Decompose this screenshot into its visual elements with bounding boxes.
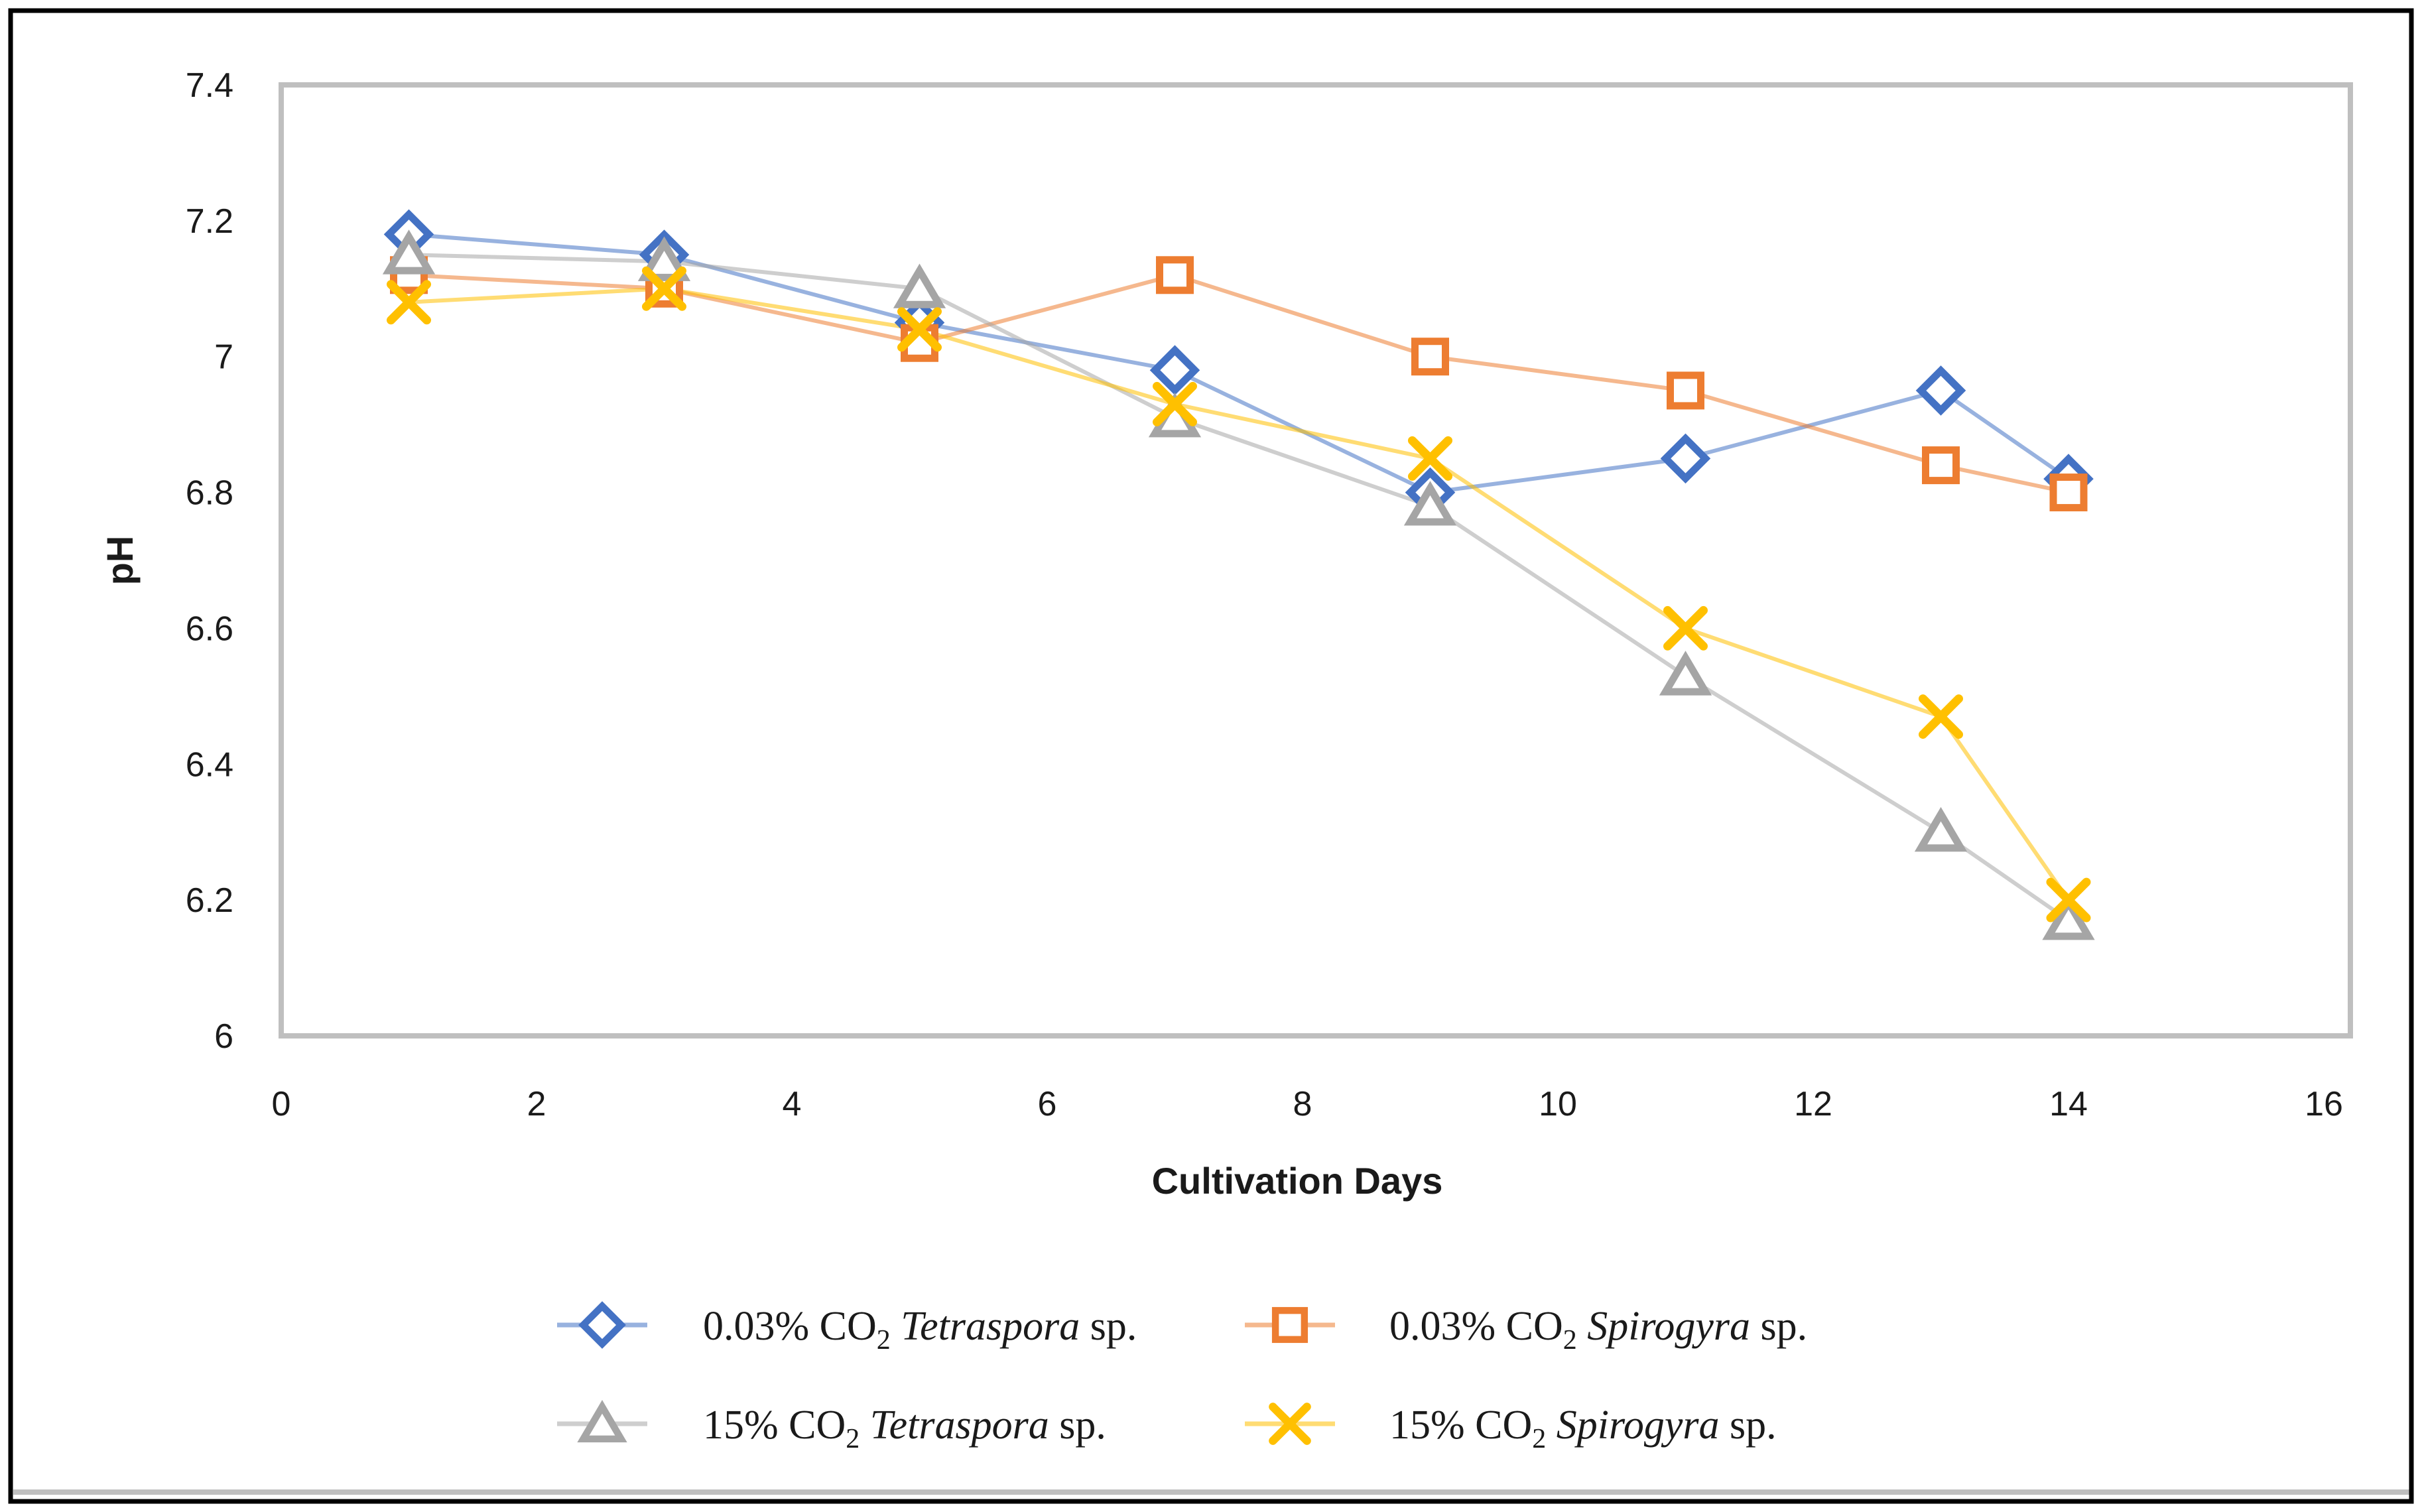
marker-triangle-day-14: [2042, 895, 2095, 940]
y-axis-title: pH: [99, 536, 141, 586]
series-line-triangle: [409, 253, 2070, 922]
marker-square-day-7: [1156, 256, 1194, 294]
x-tick-label-4: 4: [783, 1085, 802, 1123]
marker-diamond-day-13: [1915, 365, 1966, 416]
marker-triangle-day-5: [893, 263, 946, 308]
marker-x-day-9: [1408, 436, 1452, 481]
y-tick-label-6.8: 6.8: [186, 474, 233, 513]
marker-x-day-11: [1663, 605, 1708, 651]
chart-area-bottom-edge: [13, 1489, 2410, 1495]
marker-triangle-day-3: [637, 236, 691, 281]
marker-x-day-3: [642, 266, 686, 311]
y-tick-label-6.6: 6.6: [186, 609, 233, 648]
marker-square-day-11: [1667, 371, 1704, 410]
x-tick-label-6: 6: [1038, 1085, 1057, 1123]
marker-x-day-5: [897, 307, 942, 352]
legend-label: 15% CO2 Spirogyra sp.: [1389, 1403, 1777, 1454]
marker-x-day-13: [1919, 694, 1963, 739]
x-tick-label-8: 8: [1293, 1085, 1312, 1123]
y-tick-label-7: 7: [214, 338, 233, 377]
x-tick-label-14: 14: [2049, 1085, 2088, 1123]
y-tick-label-6.2: 6.2: [186, 881, 233, 920]
y-tick-label-6: 6: [214, 1017, 233, 1056]
x-tick-label-0: 0: [272, 1085, 291, 1123]
x-tick-label-10: 10: [1539, 1085, 1577, 1123]
legend-marker-square: [1271, 1306, 1308, 1344]
marker-triangle-day-9: [1403, 481, 1457, 526]
marker-x-day-1: [387, 280, 431, 325]
series-lines: [409, 232, 2071, 922]
y-tick-label-7.2: 7.2: [186, 202, 233, 241]
marker-x-day-7: [1153, 381, 1197, 426]
legend: 0.03% CO2 Tetraspora sp. 0.03% CO2 Spirog…: [557, 1301, 1807, 1454]
plot-area-border: [279, 82, 2353, 1039]
y-tick-labels: 7.4 7.2 7 6.8 6.6 6.4 6.2 6: [186, 66, 233, 1056]
x-tick-label-12: 12: [1794, 1085, 1832, 1123]
x-tick-label-16: 16: [2305, 1085, 2343, 1123]
series-line-square: [409, 273, 2069, 495]
marker-diamond-day-11: [1660, 433, 1711, 484]
marker-triangle-day-13: [1914, 806, 1968, 852]
marker-triangle-day-11: [1659, 651, 1712, 696]
x-tick-labels: 0 2 4 6 8 10 12 14 16: [272, 1085, 2343, 1123]
legend-label: 15% CO2 Tetraspora sp.: [703, 1403, 1106, 1454]
marker-square-day-13: [1922, 446, 1960, 485]
legend-label: 0.03% CO2 Tetraspora sp.: [703, 1304, 1137, 1355]
legend-marker-x: [1269, 1403, 1311, 1445]
x-axis-title: Cultivation Days: [1152, 1160, 1443, 1202]
y-tick-label-7.4: 7.4: [186, 66, 233, 105]
series-line-x: [409, 286, 2071, 901]
marker-square-day-14: [2049, 473, 2088, 512]
legend-marker-triangle: [577, 1400, 627, 1443]
y-tick-label-6.4: 6.4: [186, 745, 233, 784]
marker-diamond-day-7: [1149, 345, 1200, 395]
x-tick-label-2: 2: [527, 1085, 546, 1123]
series-markers: [382, 209, 2095, 940]
marker-square-day-9: [1411, 338, 1449, 376]
marker-triangle-day-1: [382, 229, 436, 275]
legend-marker-diamond: [578, 1301, 626, 1349]
marker-x-day-14: [2046, 877, 2091, 922]
legend-label: 0.03% CO2 Spirogyra sp.: [1389, 1304, 1807, 1355]
figure-border: [8, 8, 2414, 1504]
